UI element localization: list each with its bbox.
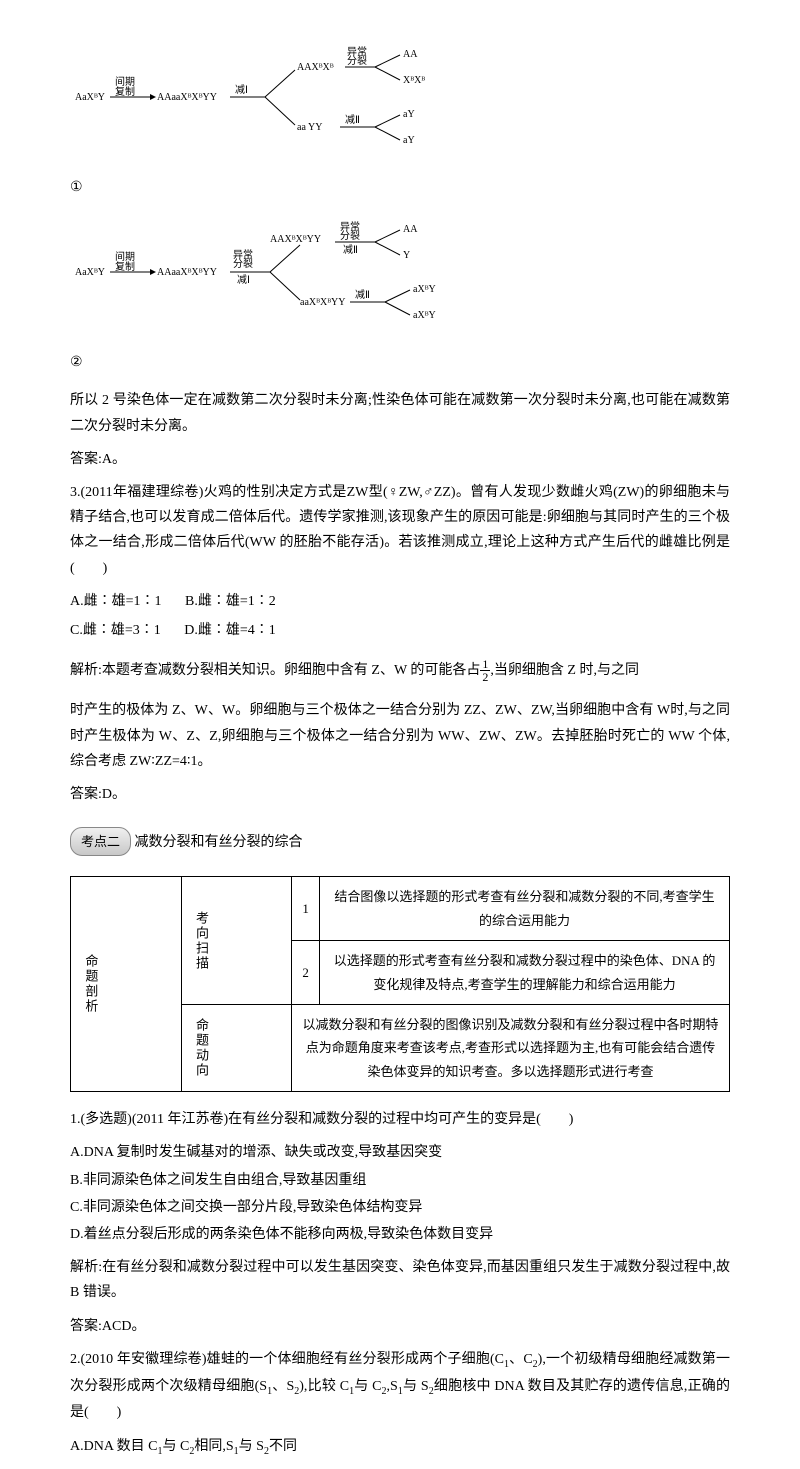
- diagram-1-label: ①: [70, 175, 83, 200]
- d1-rep2: 复制: [115, 85, 135, 98]
- d1-start: AaXᴮY: [75, 92, 105, 103]
- svg-text:aXᴮY: aXᴮY: [413, 284, 436, 295]
- q1-stem: 1.(多选题)(2011 年江苏卷)在有丝分裂和减数分裂的过程中均可产生的变异是…: [70, 1107, 730, 1132]
- svg-text:AAaaXᴮXᴮYY: AAaaXᴮXᴮYY: [157, 267, 217, 278]
- svg-text:复制: 复制: [115, 260, 135, 273]
- svg-text:减Ⅱ: 减Ⅱ: [355, 289, 370, 301]
- diagram-2-label: ②: [70, 350, 83, 375]
- svg-text:减Ⅰ: 减Ⅰ: [237, 274, 250, 286]
- d1-b2b: aY: [403, 135, 415, 146]
- d1-t2b: XᴮXᴮ: [403, 75, 425, 86]
- topic-2-header: 考点二 减数分裂和有丝分裂的综合: [70, 817, 730, 866]
- svg-text:分裂: 分裂: [340, 229, 360, 242]
- svg-text:AaXᴮY: AaXᴮY: [75, 267, 105, 278]
- svg-text:Y: Y: [403, 250, 410, 261]
- q1-answer: 答案:ACD。: [70, 1314, 730, 1339]
- topic-tag: 考点二: [70, 827, 131, 856]
- table-col-scan: 考向扫描: [181, 877, 292, 1005]
- q3-opt-b: B.雌∶雄=1∶2: [185, 594, 276, 609]
- q3-opt-a: A.雌∶雄=1∶1: [70, 594, 162, 609]
- q1-opt-b: B.非同源染色体之间发生自由组合,导致基因重组: [70, 1168, 730, 1193]
- q1-opt-d: D.着丝点分裂后形成的两条染色体不能移向两极,导致染色体数目变异: [70, 1222, 730, 1247]
- answer-1: 答案:A。: [70, 447, 730, 472]
- diagram-1: text{font-family:SimSun;font-size:10px;}…: [70, 40, 730, 160]
- d1-ab2: 分裂: [347, 54, 367, 67]
- q3-options-row2: C.雌∶雄=3∶1 D.雌∶雄=4∶1: [70, 618, 730, 643]
- d1-after: AAaaXᴮXᴮYY: [157, 92, 217, 103]
- q3-answer: 答案:D。: [70, 782, 730, 807]
- table-r2-text: 以选择题的形式考查有丝分裂和减数分裂过程中的染色体、DNA 的变化规律及特点,考…: [320, 941, 730, 1005]
- table-col-trend: 命题动向: [181, 1005, 292, 1092]
- q3-stem: 3.(2011年福建理综卷)火鸡的性别决定方式是ZW型(♀ZW,♂ZZ)。曾有人…: [70, 480, 730, 581]
- d1-top1: AAXᴮXᴮ: [297, 62, 334, 73]
- q1-opt-a: A.DNA 复制时发生碱基对的增添、缺失或改变,导致基因突变: [70, 1140, 730, 1165]
- q2-opt-a: A.DNA 数目 C1与 C2相同,S1与 S2不同: [70, 1434, 730, 1461]
- topic-title: 减数分裂和有丝分裂的综合: [135, 835, 303, 850]
- svg-text:分裂: 分裂: [233, 257, 253, 270]
- q1-opt-c: C.非同源染色体之间交换一部分片段,导致染色体结构变异: [70, 1195, 730, 1220]
- table-col-label: 命题剖析: [71, 877, 182, 1092]
- para-conclusion: 所以 2 号染色体一定在减数第二次分裂时未分离;性染色体可能在减数第一次分裂时未…: [70, 388, 730, 438]
- table-r1-text: 结合图像以选择题的形式考查有丝分裂和减数分裂的不同,考查学生的综合运用能力: [320, 877, 730, 941]
- table-r1-num: 1: [292, 877, 320, 941]
- table-row: 命题剖析 考向扫描 1 结合图像以选择题的形式考查有丝分裂和减数分裂的不同,考查…: [71, 877, 730, 941]
- svg-text:AA: AA: [403, 224, 418, 235]
- svg-text:AAXᴮXᴮYY: AAXᴮXᴮYY: [270, 234, 321, 245]
- q3-opt-d: D.雌∶雄=4∶1: [184, 623, 276, 638]
- d1-div1: 减Ⅰ: [235, 84, 248, 96]
- d1-b2a: aY: [403, 109, 415, 120]
- table-r3-text: 以减数分裂和有丝分裂的图像识别及减数分裂和有丝分裂过程中各时期特点为命题角度来考…: [292, 1005, 730, 1092]
- q3-opt-c: C.雌∶雄=3∶1: [70, 623, 161, 638]
- svg-text:aaXᴮXᴮYY: aaXᴮXᴮYY: [300, 297, 346, 308]
- analysis-table: 命题剖析 考向扫描 1 结合图像以选择题的形式考查有丝分裂和减数分裂的不同,考查…: [70, 876, 730, 1092]
- q3-analysis-post: 时产生的极体为 Z、W、W。卵细胞与三个极体之一结合分别为 ZZ、ZW、ZW,当…: [70, 698, 730, 774]
- q1-analysis: 解析:在有丝分裂和减数分裂过程中可以发生基因突变、染色体变异,而基因重组只发生于…: [70, 1255, 730, 1305]
- svg-text:aXᴮY: aXᴮY: [413, 310, 436, 321]
- diagram-2: text{font-family:SimSun;font-size:10px;}…: [70, 215, 730, 335]
- d1-div2: 减Ⅱ: [345, 114, 360, 126]
- q3-analysis-pre: 解析:本题考查减数分裂相关知识。卵细胞中含有 Z、W 的可能各占: [70, 663, 480, 678]
- fraction-half: 12: [480, 658, 490, 683]
- table-r2-num: 2: [292, 941, 320, 1005]
- d1-t2a: AA: [403, 49, 418, 60]
- svg-text:减Ⅱ: 减Ⅱ: [343, 244, 358, 256]
- q3-options-row1: A.雌∶雄=1∶1 B.雌∶雄=1∶2: [70, 589, 730, 614]
- d1-bot1: aa YY: [297, 122, 322, 133]
- q2-stem: 2.(2010 年安徽理综卷)雄蛙的一个体细胞经有丝分裂形成两个子细胞(C1、C…: [70, 1347, 730, 1426]
- q3-analysis-mid: ,当卵细胞含 Z 时,与之同: [490, 663, 639, 678]
- q3-analysis: 解析:本题考查减数分裂相关知识。卵细胞中含有 Z、W 的可能各占12,当卵细胞含…: [70, 658, 730, 683]
